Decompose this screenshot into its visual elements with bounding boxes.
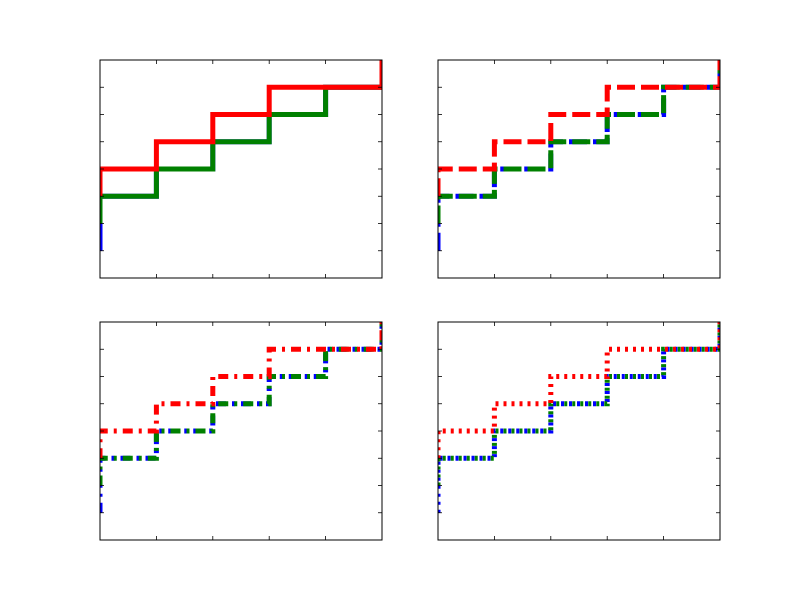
- series-line-red: [100, 322, 382, 459]
- axes-background: [438, 60, 720, 278]
- axes-frame: [99, 59, 383, 279]
- axes-background: [100, 322, 382, 540]
- subplot-top-left: [99, 59, 383, 279]
- series-line-red: [438, 60, 720, 197]
- subplot-top-right: [437, 59, 721, 279]
- axes-frame: [99, 321, 383, 541]
- series-line-red: [100, 60, 382, 197]
- subplot-bottom-right: [437, 321, 721, 541]
- plot-area: [100, 322, 382, 513]
- series-line-green: [438, 322, 720, 486]
- plot-area: [100, 60, 382, 251]
- plot-area: [438, 322, 720, 513]
- axes-background: [438, 322, 720, 540]
- axes-frame: [437, 321, 721, 541]
- subplot-bottom-left: [99, 321, 383, 541]
- plot-area: [438, 60, 720, 251]
- axes-frame: [437, 59, 721, 279]
- series-line-red: [438, 322, 720, 459]
